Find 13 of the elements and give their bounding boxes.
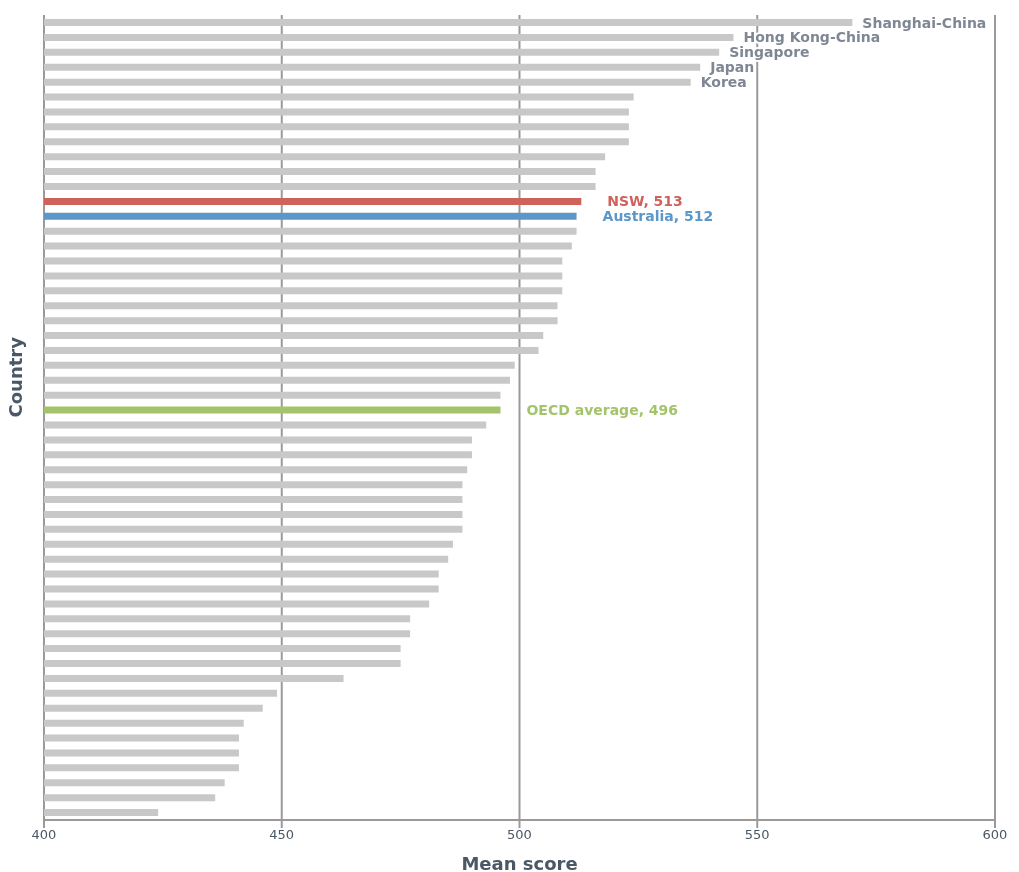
x-tick-label: 450 (269, 827, 295, 843)
x-tick-label: 400 (31, 827, 57, 843)
data-label: Australia, 512 (602, 208, 714, 225)
y-tick-label: Japan (709, 59, 755, 76)
y-tick-label: Shanghai-China (862, 14, 987, 31)
x-tick-label: 550 (744, 827, 770, 843)
data-label: NSW, 513 (607, 193, 683, 210)
y-axis-title: Country (5, 336, 27, 418)
x-axis-title: Mean score (461, 853, 578, 872)
y-tick-label: Korea (700, 74, 747, 91)
x-tick-label: 500 (507, 827, 532, 843)
data-label: OECD average, 496 (526, 402, 679, 419)
x-tick-label: 600 (982, 827, 1008, 843)
